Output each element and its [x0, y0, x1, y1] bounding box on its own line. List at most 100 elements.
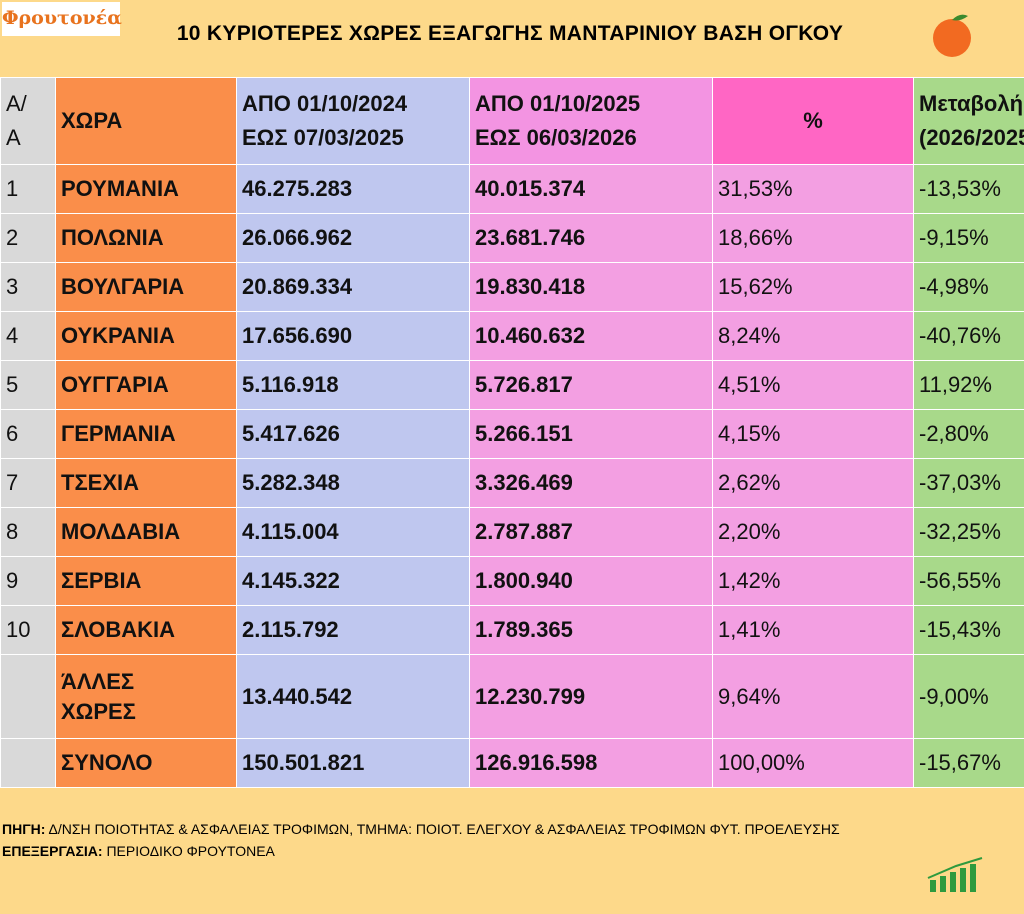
cell-text: 46.275.283	[242, 176, 353, 201]
source: ΠΗΓΗ: Δ/ΝΣΗ ΠΟΙΟΤΗΤΑΣ & ΑΣΦΑΛΕΙΑΣ ΤΡΟΦΙΜ…	[2, 818, 932, 840]
header-line: Μεταβολή	[919, 91, 1024, 116]
cell-text: 2,20%	[718, 519, 781, 544]
cell-text: 100,00%	[718, 750, 805, 775]
cell: 2,20%	[712, 507, 914, 557]
cell-text: 8,24%	[718, 323, 781, 348]
cell: -2,80%	[913, 409, 1024, 459]
cell: 20.869.334	[236, 262, 470, 312]
cell: -15,67%	[913, 738, 1024, 788]
cell-text: ΒΟΥΛΓΑΡΙΑ	[61, 274, 185, 299]
processing: ΕΠΕΞΕΡΓΑΣΙΑ: ΠΕΡΙΟΔΙΚΟ ΦΡΟΥΤΟΝΕΑ	[2, 840, 932, 862]
cell-text: 15,62%	[718, 274, 793, 299]
header-line: ΕΩΣ 06/03/2026	[475, 125, 637, 150]
cell: ΡΟΥΜΑΝΙΑ	[55, 164, 237, 214]
cell: 1,42%	[712, 556, 914, 606]
processing-label: ΕΠΕΞΕΡΓΑΣΙΑ:	[2, 843, 103, 859]
cell-text: -4,98%	[919, 274, 989, 299]
footer: ΠΗΓΗ: Δ/ΝΣΗ ΠΟΙΟΤΗΤΑΣ & ΑΣΦΑΛΕΙΑΣ ΤΡΟΦΙΜ…	[2, 818, 932, 862]
orange-icon	[933, 14, 971, 57]
cell: 3.326.469	[469, 458, 713, 508]
table-row: 5 ΟΥΓΓΑΡΙΑ 5.116.918 5.726.817 4,51% 11,92%	[0, 360, 1024, 410]
cell: ΣΛΟΒΑΚΙΑ	[55, 605, 237, 655]
column-header: %	[712, 77, 914, 165]
cell-text: 1,41%	[718, 617, 781, 642]
cell: 11,92%	[913, 360, 1024, 410]
cell: 15,62%	[712, 262, 914, 312]
table-row: 2 ΠΟΛΩΝΙΑ 26.066.962 23.681.746 18,66% -9,15%	[0, 213, 1024, 263]
cell-text: 5.266.151	[475, 421, 573, 446]
cell-text: 10	[6, 617, 31, 642]
cell-text: ΣΛΟΒΑΚΙΑ	[61, 617, 176, 642]
cell: 126.916.598	[469, 738, 713, 788]
cell-text: 18,66%	[718, 225, 793, 250]
cell: 2.787.887	[469, 507, 713, 557]
cell-text: -9,15%	[919, 225, 989, 250]
table-row: ΣΥΝΟΛΟ 150.501.821 126.916.598 100,00% -15,6…	[0, 738, 1024, 788]
cell-text: 19.830.418	[475, 274, 586, 299]
cell: 9	[0, 556, 56, 606]
header-line: Α	[6, 125, 21, 150]
cell: ΟΥΓΓΑΡΙΑ	[55, 360, 237, 410]
source-text: Δ/ΝΣΗ ΠΟΙΟΤΗΤΑΣ & ΑΣΦΑΛΕΙΑΣ ΤΡΟΦΙΜΩΝ, ΤΜ…	[48, 821, 840, 837]
cell: 5.116.918	[236, 360, 470, 410]
cell-text: -15,67%	[919, 750, 1001, 775]
cell: ΓΕΡΜΑΝΙΑ	[55, 409, 237, 459]
header-line: ΑΠΟ 01/10/2025	[475, 91, 641, 116]
cell-text: 3	[6, 274, 19, 299]
column-header: ΑΠΟ 01/10/2024 ΕΩΣ 07/03/2025	[236, 77, 470, 165]
cell-text: 4.115.004	[242, 519, 339, 544]
cell: 10	[0, 605, 56, 655]
header-line: ΕΩΣ 07/03/2025	[242, 125, 404, 150]
cell: 7	[0, 458, 56, 508]
cell-text: 5.116.918	[242, 372, 339, 397]
cell: 5	[0, 360, 56, 410]
table-row: 6 ΓΕΡΜΑΝΙΑ 5.417.626 5.266.151 4,15% -2,80%	[0, 409, 1024, 459]
cell: 1.800.940	[469, 556, 713, 606]
cell-text: 5	[6, 372, 19, 397]
cell	[0, 738, 56, 788]
cell: 23.681.746	[469, 213, 713, 263]
cell: -9,00%	[913, 654, 1024, 739]
cell: 4.145.322	[236, 556, 470, 606]
cell: -32,25%	[913, 507, 1024, 557]
cell-text: ΜΟΛΔΑΒΙΑ	[61, 519, 181, 544]
table-body: 1 ΡΟΥΜΑΝΙΑ 46.275.283 40.015.374 31,53% -13,5…	[0, 164, 1024, 788]
cell-text: 1.800.940	[475, 568, 573, 593]
cell-text: ΟΥΚΡΑΝΙΑ	[61, 323, 175, 348]
cell: -15,43%	[913, 605, 1024, 655]
cell: 1	[0, 164, 56, 214]
processing-text: ΠΕΡΙΟΔΙΚΟ ΦΡΟΥΤΟΝΕΑ	[106, 843, 275, 859]
cell: 150.501.821	[236, 738, 470, 788]
cell: ΣΥΝΟΛΟ	[55, 738, 237, 788]
cell-text: -13,53%	[919, 176, 1001, 201]
column-header: Α/Α	[0, 77, 56, 165]
cell-text: -9,00%	[919, 683, 989, 709]
cell-text: 20.869.334	[242, 274, 353, 299]
table-row: 3 ΒΟΥΛΓΑΡΙΑ 20.869.334 19.830.418 15,62% -4,9…	[0, 262, 1024, 312]
cell: 1,41%	[712, 605, 914, 655]
header-line: %	[803, 108, 823, 133]
column-header: ΑΠΟ 01/10/2025 ΕΩΣ 06/03/2026	[469, 77, 713, 165]
table-row: 8 ΜΟΛΔΑΒΙΑ 4.115.004 2.787.887 2,20% -32,25%	[0, 507, 1024, 557]
cell: 40.015.374	[469, 164, 713, 214]
cell-text: 31,53%	[718, 176, 793, 201]
cell: -4,98%	[913, 262, 1024, 312]
cell: 2,62%	[712, 458, 914, 508]
cell-text: ΤΣΕΧΙΑ	[61, 470, 139, 495]
cell: -56,55%	[913, 556, 1024, 606]
cell: ΠΟΛΩΝΙΑ	[55, 213, 237, 263]
source-label: ΠΗΓΗ:	[2, 821, 46, 837]
cell: ΣΕΡΒΙΑ	[55, 556, 237, 606]
cell-text: 40.015.374	[475, 176, 586, 201]
cell: 5.282.348	[236, 458, 470, 508]
cell: 10.460.632	[469, 311, 713, 361]
cell-text: 23.681.746	[475, 225, 586, 250]
chart-icon	[927, 857, 983, 892]
cell-text: -40,76%	[919, 323, 1001, 348]
cell-text: 4,51%	[718, 372, 781, 397]
cell	[0, 654, 56, 739]
cell-text: 9,64%	[718, 683, 781, 709]
cell-text: -15,43%	[919, 617, 1001, 642]
cell-text: -56,55%	[919, 568, 1001, 593]
cell: 18,66%	[712, 213, 914, 263]
